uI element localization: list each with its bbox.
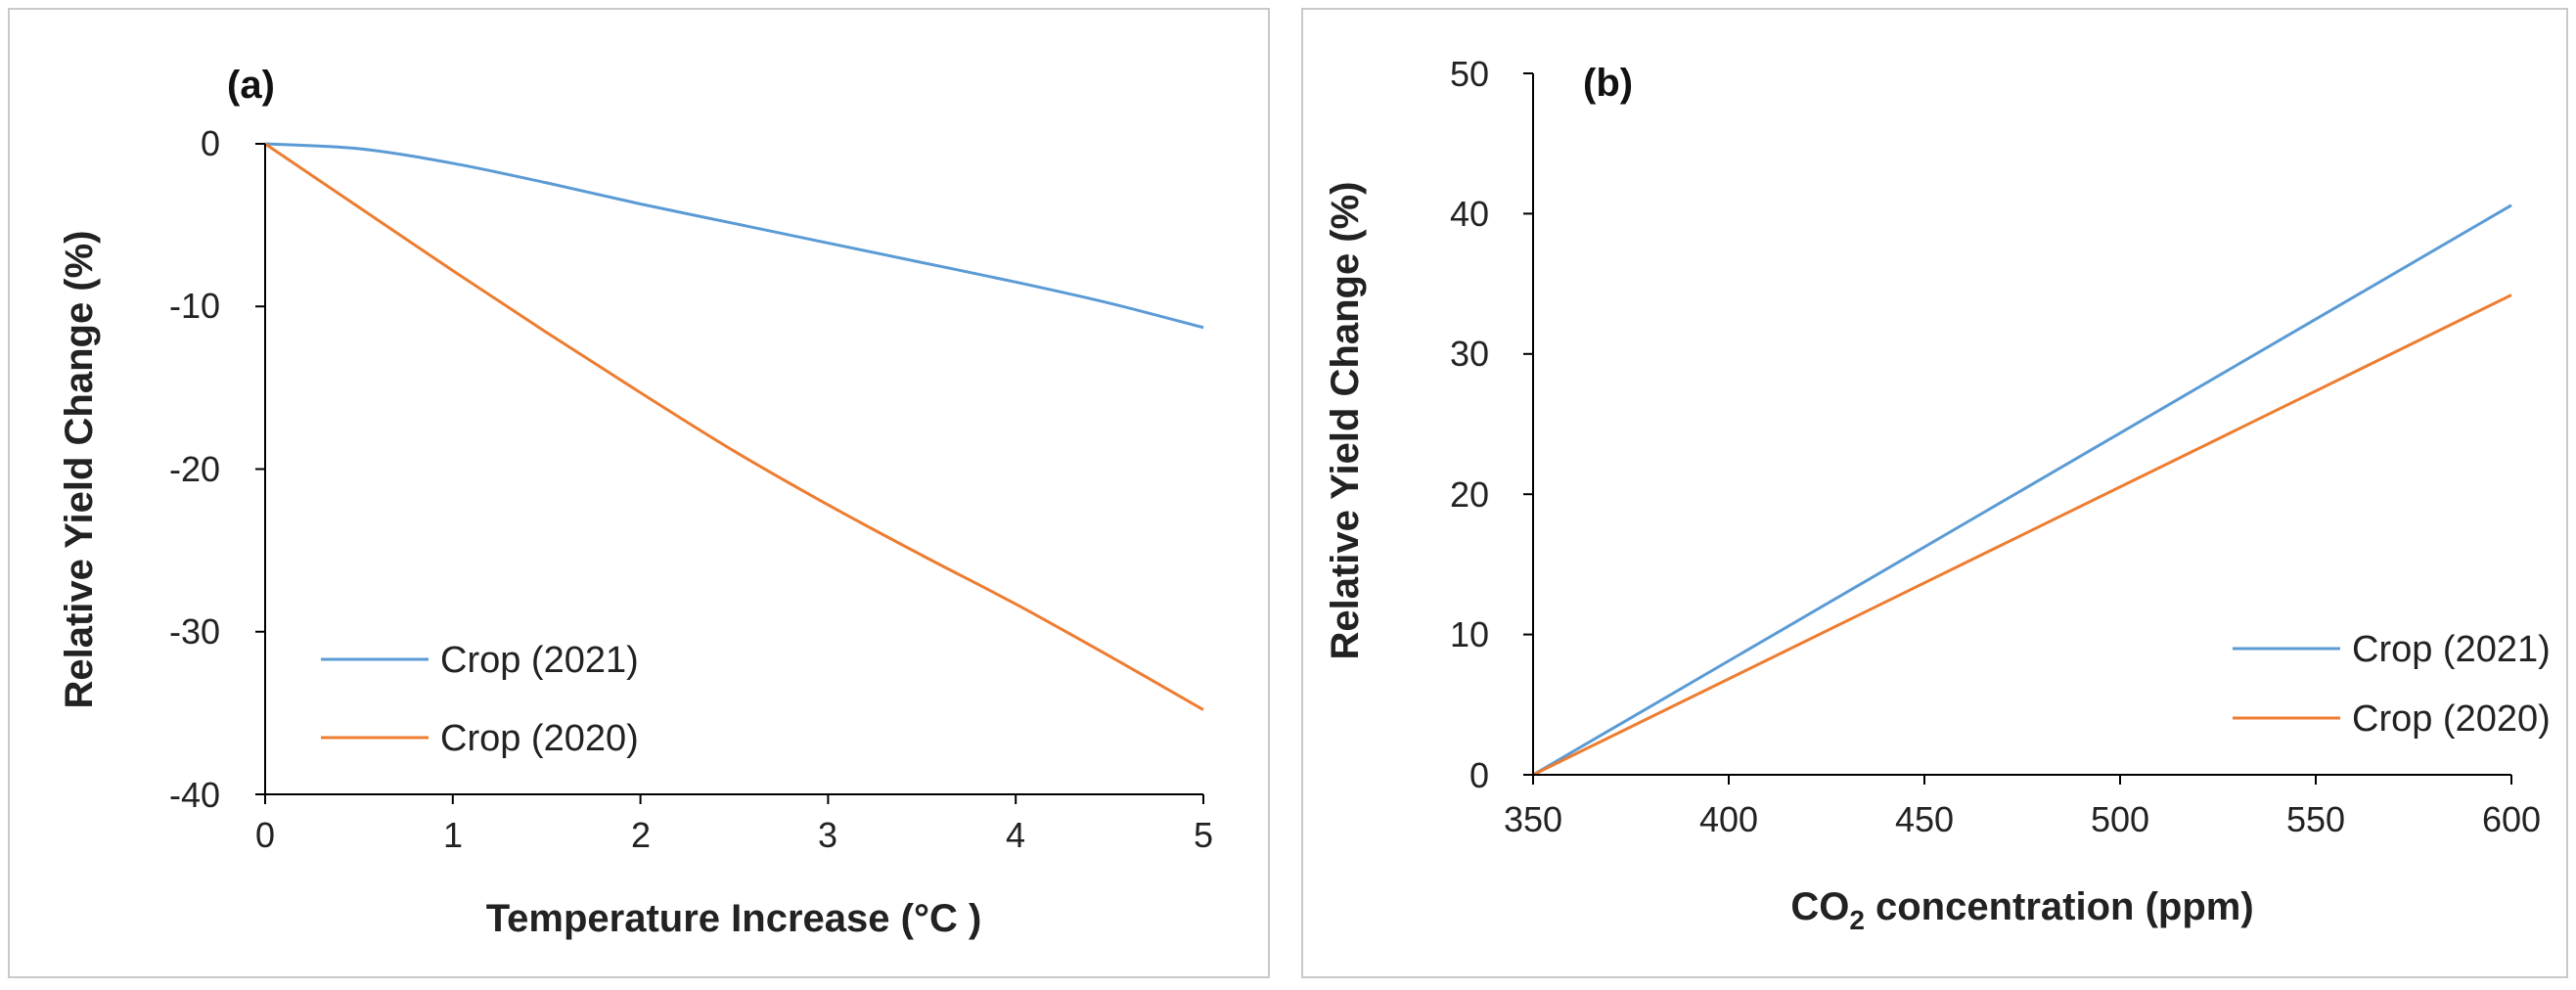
chart-a-ytick-label: -30 — [169, 611, 220, 652]
chart-b-xtick-label: 400 — [1699, 799, 1758, 839]
chart-b-ytick-label: 50 — [1450, 54, 1489, 94]
chart-b-ytick-label: 40 — [1450, 194, 1489, 234]
chart-a-series-line-2021 — [264, 142, 1204, 330]
chart-a-xtick-label: 1 — [443, 815, 463, 855]
chart-b-xtick-label: 550 — [2286, 799, 2345, 839]
chart-a-ytick-label: -40 — [169, 775, 220, 815]
chart-a-series-line-2020 — [264, 142, 1204, 711]
chart-b-series-line-2021 — [1532, 203, 2512, 777]
chart-a-xtick-label: 3 — [818, 815, 837, 855]
chart-b-ytick-label: 10 — [1450, 614, 1489, 654]
chart-a-legend-label-2020: Crop (2020) — [440, 718, 639, 759]
chart-b-svg: 0 10 20 30 40 50 350 400 450 500 550 600… — [1324, 54, 2551, 935]
chart-a-xtick-label: 5 — [1194, 815, 1213, 855]
chart-panel-a: 0 -10 -20 -30 -40 0 1 2 3 4 5 Temperatur… — [8, 8, 1270, 978]
chart-b-y-axis-title: Relative Yield Change (%) — [1324, 181, 1367, 659]
chart-a-xtick-label: 4 — [1006, 815, 1025, 855]
chart-a-panel-label: (a) — [227, 64, 275, 107]
chart-a-xtick-label: 0 — [255, 815, 275, 855]
chart-b-legend: Crop (2021) Crop (2020) — [2233, 629, 2551, 740]
chart-b-legend-label-2021: Crop (2021) — [2352, 629, 2551, 670]
chart-b-ytick-label: 30 — [1450, 334, 1489, 374]
chart-a-lines — [264, 142, 1204, 711]
chart-b-ytick-label: 0 — [1469, 755, 1489, 795]
chart-b-xtick-label: 500 — [2091, 799, 2149, 839]
chart-a-xtick-label: 2 — [631, 815, 651, 855]
chart-b-xtick-label: 450 — [1895, 799, 1954, 839]
chart-b-legend-label-2020: Crop (2020) — [2352, 698, 2551, 740]
chart-b-xtick-label: 350 — [1504, 799, 1562, 839]
chart-b-x-axis-title: CO2 concentration (ppm) — [1790, 885, 2253, 935]
chart-b-xtick-label: 600 — [2482, 799, 2541, 839]
chart-a-x-axis-title: Temperature Increase (°C ) — [486, 897, 982, 940]
chart-a-legend-label-2021: Crop (2021) — [440, 640, 639, 681]
chart-a-ytick-label: 0 — [201, 123, 220, 163]
chart-b-x-axis-title-rest: concentration (ppm) — [1865, 885, 2254, 928]
chart-a-legend: Crop (2021) Crop (2020) — [321, 640, 639, 759]
chart-a-y-axis-title: Relative Yield Change (%) — [58, 230, 101, 708]
chart-b-x-axis-title-main: CO — [1790, 885, 1849, 928]
chart-b-panel-label: (b) — [1583, 62, 1633, 105]
chart-panel-b: 0 10 20 30 40 50 350 400 450 500 550 600… — [1301, 8, 2568, 978]
chart-a-ytick-label: -10 — [169, 286, 220, 326]
chart-a-svg: 0 -10 -20 -30 -40 0 1 2 3 4 5 Temperatur… — [58, 64, 1213, 940]
chart-b-series-line-2020 — [1532, 293, 2512, 777]
chart-b-lines — [1532, 203, 2512, 777]
chart-a-ytick-label: -20 — [169, 449, 220, 489]
chart-b-ytick-label: 20 — [1450, 474, 1489, 515]
chart-b-x-axis-title-sub: 2 — [1849, 905, 1865, 935]
